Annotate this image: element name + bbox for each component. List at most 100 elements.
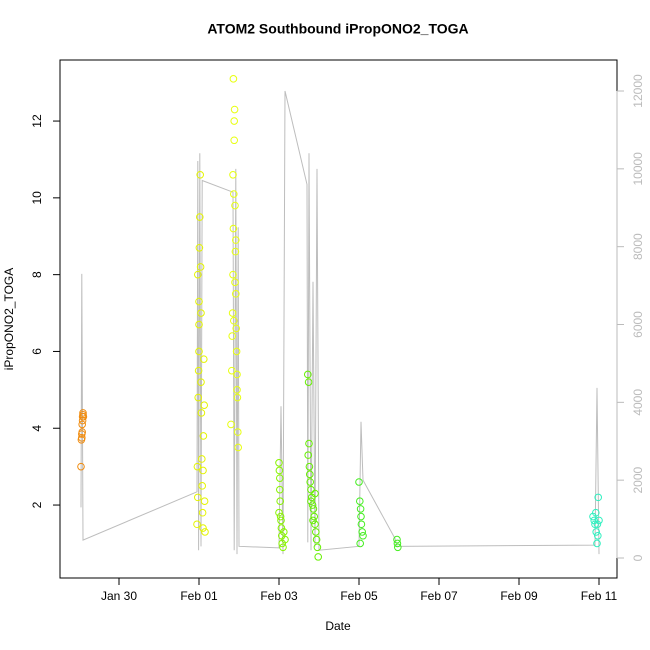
data-point [355,478,363,486]
data-point [276,474,284,482]
data-point [79,412,88,421]
data-point [308,501,317,509]
data-point [358,528,367,536]
data-point [232,324,240,333]
data-point [198,508,207,517]
data-point [228,332,236,340]
data-point [231,278,239,287]
data-point [311,489,319,498]
plot-frame [59,59,618,579]
data-point [232,347,241,356]
data-point [197,378,205,386]
data-point [592,528,601,536]
data-point [233,386,241,394]
data-point [229,270,237,279]
data-point [78,428,86,436]
data-point [195,320,203,329]
data-point [307,497,315,506]
data-point [197,309,205,317]
data-point [311,520,319,529]
data-point [280,528,288,536]
data-point [230,105,239,114]
data-point [309,505,318,513]
data-point [307,485,315,494]
data-point [193,462,202,471]
data-point [194,270,202,279]
data-point [279,543,287,552]
x-tick-label: Feb 11 [581,589,618,603]
data-point [234,428,242,436]
data-point [309,516,317,525]
data-point [200,497,209,506]
data-point [304,370,312,379]
data-point [199,524,207,532]
x-tick-label: Feb 09 [500,589,538,603]
data-point [233,393,242,402]
y2-tick-label: 4000 [631,389,645,416]
y-axis-label: iPropONO2_TOGA [2,268,16,370]
data-point [78,434,86,442]
data-point [198,482,206,490]
y-tick-label: 8 [30,271,44,278]
x-tick-label: Feb 05 [340,589,378,603]
data-point [200,355,208,363]
data-point [276,497,285,506]
y2-tick-label: 6000 [631,311,645,338]
chart-title: ATOM2 Southbound iPropONO2_TOGA [207,21,468,37]
data-point [356,539,365,548]
data-point [193,520,201,529]
data-point [231,247,240,256]
data-point [196,213,204,221]
data-point [275,459,283,467]
data-point [304,378,313,386]
data-point [275,466,284,475]
data-point [197,409,206,417]
data-point [594,531,602,540]
y2-tick-label: 0 [631,554,645,561]
data-point [227,420,235,429]
data-point [593,520,602,529]
y-tick-label: 2 [30,501,44,508]
data-point [196,171,204,179]
x-axis-label: Date [325,619,351,633]
data-point [359,531,367,540]
x-tick-label: Feb 01 [180,589,218,603]
data-point [276,512,285,521]
data-point [593,539,601,548]
data-point [304,451,313,459]
data-point [78,416,87,425]
data-point [230,117,238,125]
data-point [194,393,202,402]
data-point [228,309,237,317]
data-point [199,432,208,440]
data-point [201,528,209,536]
data-point [394,543,402,552]
data-point [592,508,600,517]
data-point [310,512,319,521]
data-point [230,136,238,145]
y-tick-label: 12 [30,114,44,128]
data-point [312,535,321,544]
x-tick-label: Jan 30 [101,589,137,603]
y-tick-label: 6 [30,348,44,355]
data-point [356,497,364,506]
data-point [275,508,283,517]
data-point [229,171,237,179]
data-point [194,366,203,375]
data-point [229,224,238,233]
data-point [194,493,202,502]
data-point [305,462,314,471]
data-point [195,243,204,252]
data-point [277,516,285,525]
data-point [357,512,365,521]
data-point [232,236,240,244]
data-point [229,75,238,83]
data-point [198,455,206,463]
data-point [357,520,366,529]
data-point [199,466,207,475]
data-point [79,409,87,417]
data-point [230,190,238,198]
data-point [356,505,365,513]
data-point [78,420,86,429]
